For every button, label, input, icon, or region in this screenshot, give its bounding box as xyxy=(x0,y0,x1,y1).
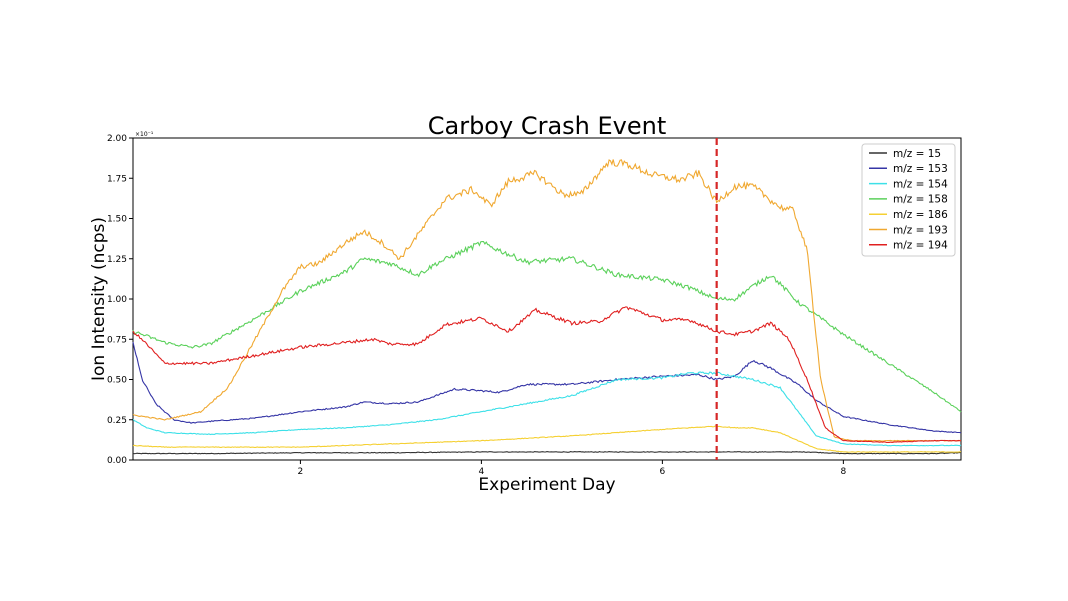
y-tick-label: 1.50 xyxy=(107,215,127,225)
x-tick-label: 6 xyxy=(660,467,666,477)
y-tick-label: 2.00 xyxy=(107,134,127,144)
legend-entry: m/z = 158 xyxy=(893,194,948,206)
chart-title: Carboy Crash Event xyxy=(428,112,667,140)
y-tick-label: 0.00 xyxy=(107,456,127,466)
plot-area xyxy=(132,137,962,461)
legend-box xyxy=(861,143,956,257)
y-tick-label: 1.25 xyxy=(107,255,127,265)
series-line-1 xyxy=(132,451,962,455)
legend: m/z = 15 m/z = 153 m/z = 154 m/z = 158 m/z =… xyxy=(861,143,956,257)
x-tick-label: 2 xyxy=(298,467,304,477)
legend-entry: m/z = 153 xyxy=(893,163,948,175)
x-axis-label: Experiment Day xyxy=(478,475,615,495)
series-line-6 xyxy=(132,159,962,442)
legend-entry: m/z = 186 xyxy=(893,209,948,221)
x-tick-label: 4 xyxy=(479,467,485,477)
legend-entry: m/z = 194 xyxy=(893,240,948,252)
series-layer xyxy=(132,159,962,455)
y-tick-label: 0.25 xyxy=(107,416,127,426)
series-line-5 xyxy=(132,425,962,453)
legend-entry: m/z = 154 xyxy=(893,178,948,190)
legend-entry: m/z = 15 xyxy=(893,148,941,160)
y-tick-label: 0.75 xyxy=(107,335,127,345)
y-axis-label: Ion Intensity (ncps) xyxy=(89,217,109,381)
legend-entry: m/z = 193 xyxy=(893,224,948,236)
x-axis-ticks: 2 4 6 8 xyxy=(298,460,846,477)
y-exponent-label: ×10⁻¹ xyxy=(135,131,154,138)
series-line-2 xyxy=(132,341,962,434)
y-tick-label: 1.00 xyxy=(107,295,127,305)
x-tick-label: 8 xyxy=(840,467,846,477)
series-line-7 xyxy=(132,306,962,444)
y-tick-label: 0.50 xyxy=(107,376,127,386)
series-line-3 xyxy=(132,371,962,447)
series-line-4 xyxy=(132,241,962,413)
y-tick-label: 1.75 xyxy=(107,174,127,184)
y-axis-ticks: 0.00 0.25 0.50 0.75 1.00 1.25 1.50 1.75 2.00 xyxy=(107,134,133,466)
